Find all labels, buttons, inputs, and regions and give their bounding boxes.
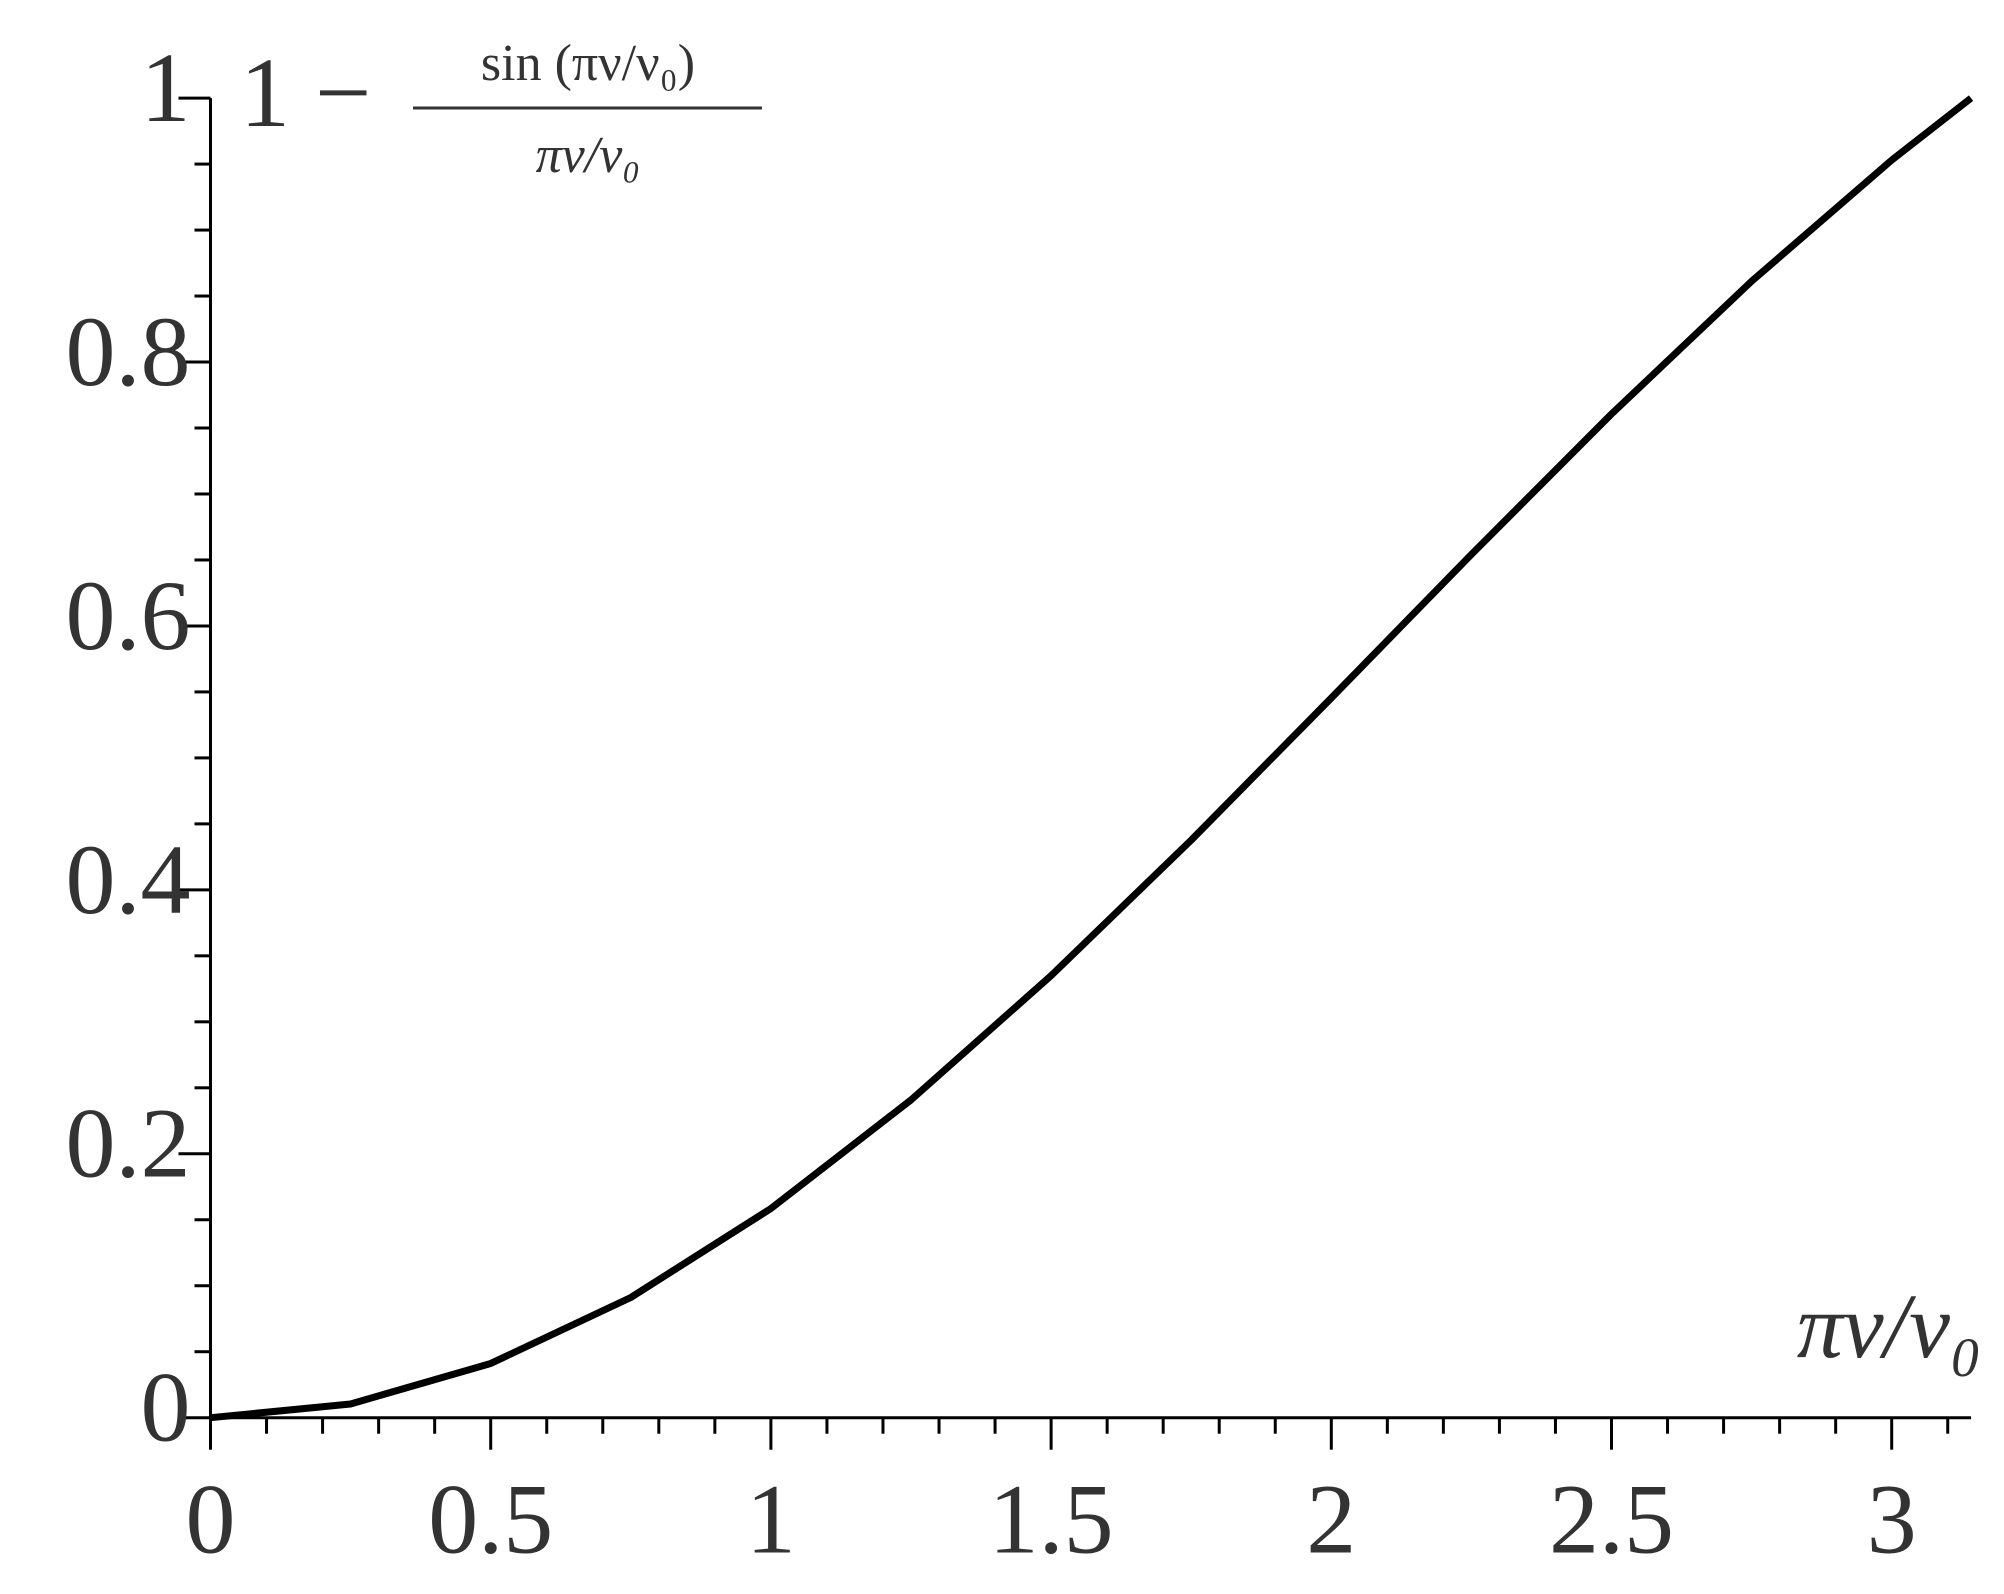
- y-tick-label: 1: [141, 32, 191, 143]
- y-tick-label: 0.4: [66, 824, 191, 935]
- y-tick-label: 0.6: [66, 560, 191, 671]
- line-series: [210, 95, 1974, 1422]
- x-tick-label: 1: [746, 1464, 796, 1575]
- x-label: πν/ν₀: [1797, 1275, 1982, 1377]
- y-label-lead: 1 −: [240, 37, 371, 148]
- x-tick-label: 0: [186, 1464, 236, 1575]
- x-tick-label: 1.5: [989, 1464, 1114, 1575]
- y-label-numerator: sin (πν/ν₀): [481, 35, 695, 92]
- x-tick-label: 2.5: [1549, 1464, 1674, 1575]
- x-tick-label: 0.5: [428, 1464, 553, 1575]
- x-tick-label: 2: [1306, 1464, 1356, 1575]
- y-label-denominator: πν/ν₀: [536, 127, 641, 184]
- y-tick-label: 0: [141, 1352, 191, 1463]
- y-tick-label: 0.2: [66, 1088, 191, 1199]
- y-tick-label: 0.8: [66, 296, 191, 407]
- x-tick-label: 3: [1867, 1464, 1917, 1575]
